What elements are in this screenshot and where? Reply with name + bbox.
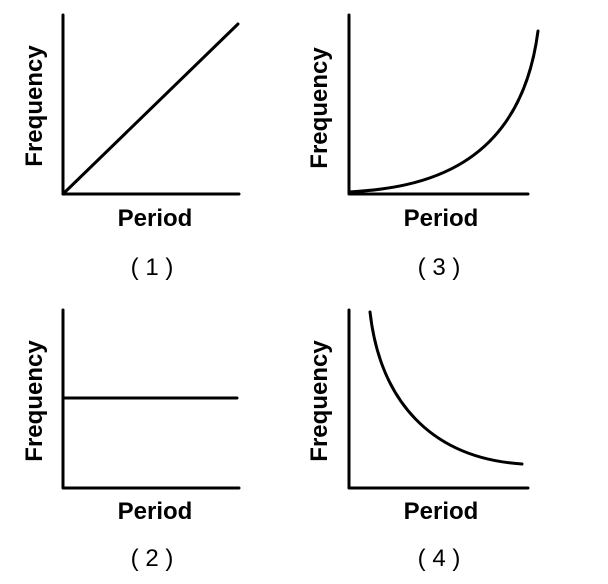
panel-number-1: ( 1 ) xyxy=(131,254,174,281)
curve-panel-4 xyxy=(368,310,524,466)
x-axis-label-panel-2: Period xyxy=(118,498,193,525)
axes-panel-3 xyxy=(347,13,530,196)
axes-panel-4 xyxy=(347,308,530,490)
graph-panel-2: Period Frequency ( 2 ) xyxy=(21,308,241,572)
y-axis-label-panel-4: Frequency xyxy=(306,340,333,462)
y-axis-label-panel-3: Frequency xyxy=(306,47,333,169)
y-axis-label-panel-1: Frequency xyxy=(21,45,48,167)
panel-number-3: ( 3 ) xyxy=(418,254,461,281)
curve-panel-1 xyxy=(61,22,240,196)
x-axis-label-panel-1: Period xyxy=(118,205,193,232)
graph-panel-1: Period Frequency ( 1 ) xyxy=(21,13,241,281)
x-axis-label-panel-3: Period xyxy=(404,205,479,232)
panel-number-4: ( 4 ) xyxy=(418,545,461,572)
graph-panel-4: Period Frequency ( 4 ) xyxy=(306,308,530,572)
y-axis-label-panel-2: Frequency xyxy=(21,340,48,462)
panel-number-2: ( 2 ) xyxy=(131,545,174,572)
x-axis-label-panel-4: Period xyxy=(404,498,479,525)
curve-panel-3 xyxy=(347,29,540,194)
axes-panel-2 xyxy=(61,308,241,490)
graph-panel-3: Period Frequency ( 3 ) xyxy=(306,13,540,281)
